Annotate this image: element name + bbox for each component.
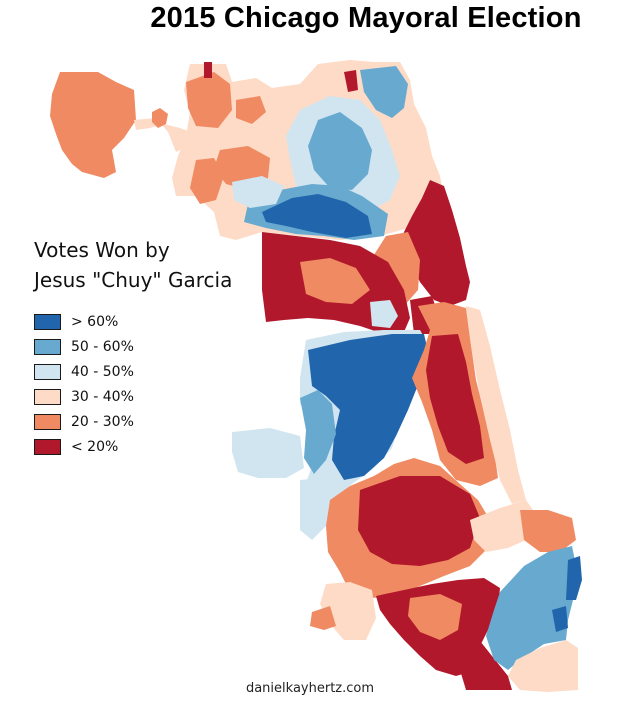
legend-swatch-30-40: [34, 388, 61, 405]
region-ohare: [50, 72, 136, 178]
legend-label-50-60: 50 - 60%: [71, 338, 134, 355]
region-north-orange-4: [236, 96, 266, 124]
region-westside-lightblue: [370, 300, 398, 328]
region-southeast-darkblue-2: [552, 606, 568, 632]
legend-title-line1: Votes Won by: [34, 238, 170, 262]
region-southwest-red: [358, 476, 480, 566]
region-sw-lightblue-2: [300, 478, 332, 540]
region-southeast-peach: [508, 640, 578, 692]
region-ohare-connector: [134, 118, 196, 152]
legend-item: > 60%: [34, 309, 232, 334]
region-north-orange-1: [186, 72, 232, 128]
region-north-midblue: [308, 112, 372, 190]
region-southeast-orange: [520, 510, 576, 552]
map-title: 2015 Chicago Mayoral Election: [150, 2, 582, 34]
region-ohare-strip: [152, 108, 168, 128]
region-south-orange-mix: [408, 594, 462, 640]
legend-item: 40 - 50%: [34, 359, 232, 384]
legend-label-20-30: 20 - 30%: [71, 413, 134, 430]
legend-item: 30 - 40%: [34, 384, 232, 409]
region-midcity-midblue-w: [300, 390, 336, 474]
legend: Votes Won by Jesus "Chuy" Garcia > 60% 5…: [34, 235, 232, 459]
legend-swatch-40-50: [34, 363, 61, 380]
region-southeast-darkblue: [566, 556, 582, 600]
legend-item: 50 - 60%: [34, 334, 232, 359]
legend-label-gt60: > 60%: [71, 313, 119, 330]
legend-list: > 60% 50 - 60% 40 - 50% 30 - 40% 20 - 30…: [34, 309, 232, 459]
region-far-sw-orange: [310, 606, 336, 630]
legend-item: < 20%: [34, 434, 232, 459]
legend-label-30-40: 30 - 40%: [71, 388, 134, 405]
legend-label-lt20: < 20%: [71, 438, 119, 455]
legend-item: 20 - 30%: [34, 409, 232, 434]
legend-swatch-50-60: [34, 338, 61, 355]
region-southeast-midblue: [486, 546, 576, 670]
credit-text: danielkayhertz.com: [245, 681, 375, 696]
region-midcity-darkblue: [308, 334, 428, 480]
region-lakefront-south-peach: [466, 306, 526, 504]
region-north-red-top: [344, 70, 358, 92]
legend-swatch-lt20: [34, 438, 61, 455]
region-north-east-blue: [360, 66, 408, 118]
legend-swatch-20-30: [34, 413, 61, 430]
region-roseland-red: [456, 636, 512, 690]
region-nw-darkblue-band: [262, 194, 372, 238]
region-north-lightblue-2: [232, 176, 284, 208]
region-westside-orange: [300, 258, 370, 304]
region-bridgeport-red: [426, 334, 484, 464]
region-north-orange-3: [190, 158, 224, 204]
region-north-red-top-2: [204, 62, 212, 78]
legend-label-40-50: 40 - 50%: [71, 363, 134, 380]
legend-title-line2: Jesus "Chuy" Garcia: [34, 268, 233, 292]
region-sw-lightblue: [232, 428, 304, 478]
legend-swatch-gt60: [34, 313, 61, 330]
